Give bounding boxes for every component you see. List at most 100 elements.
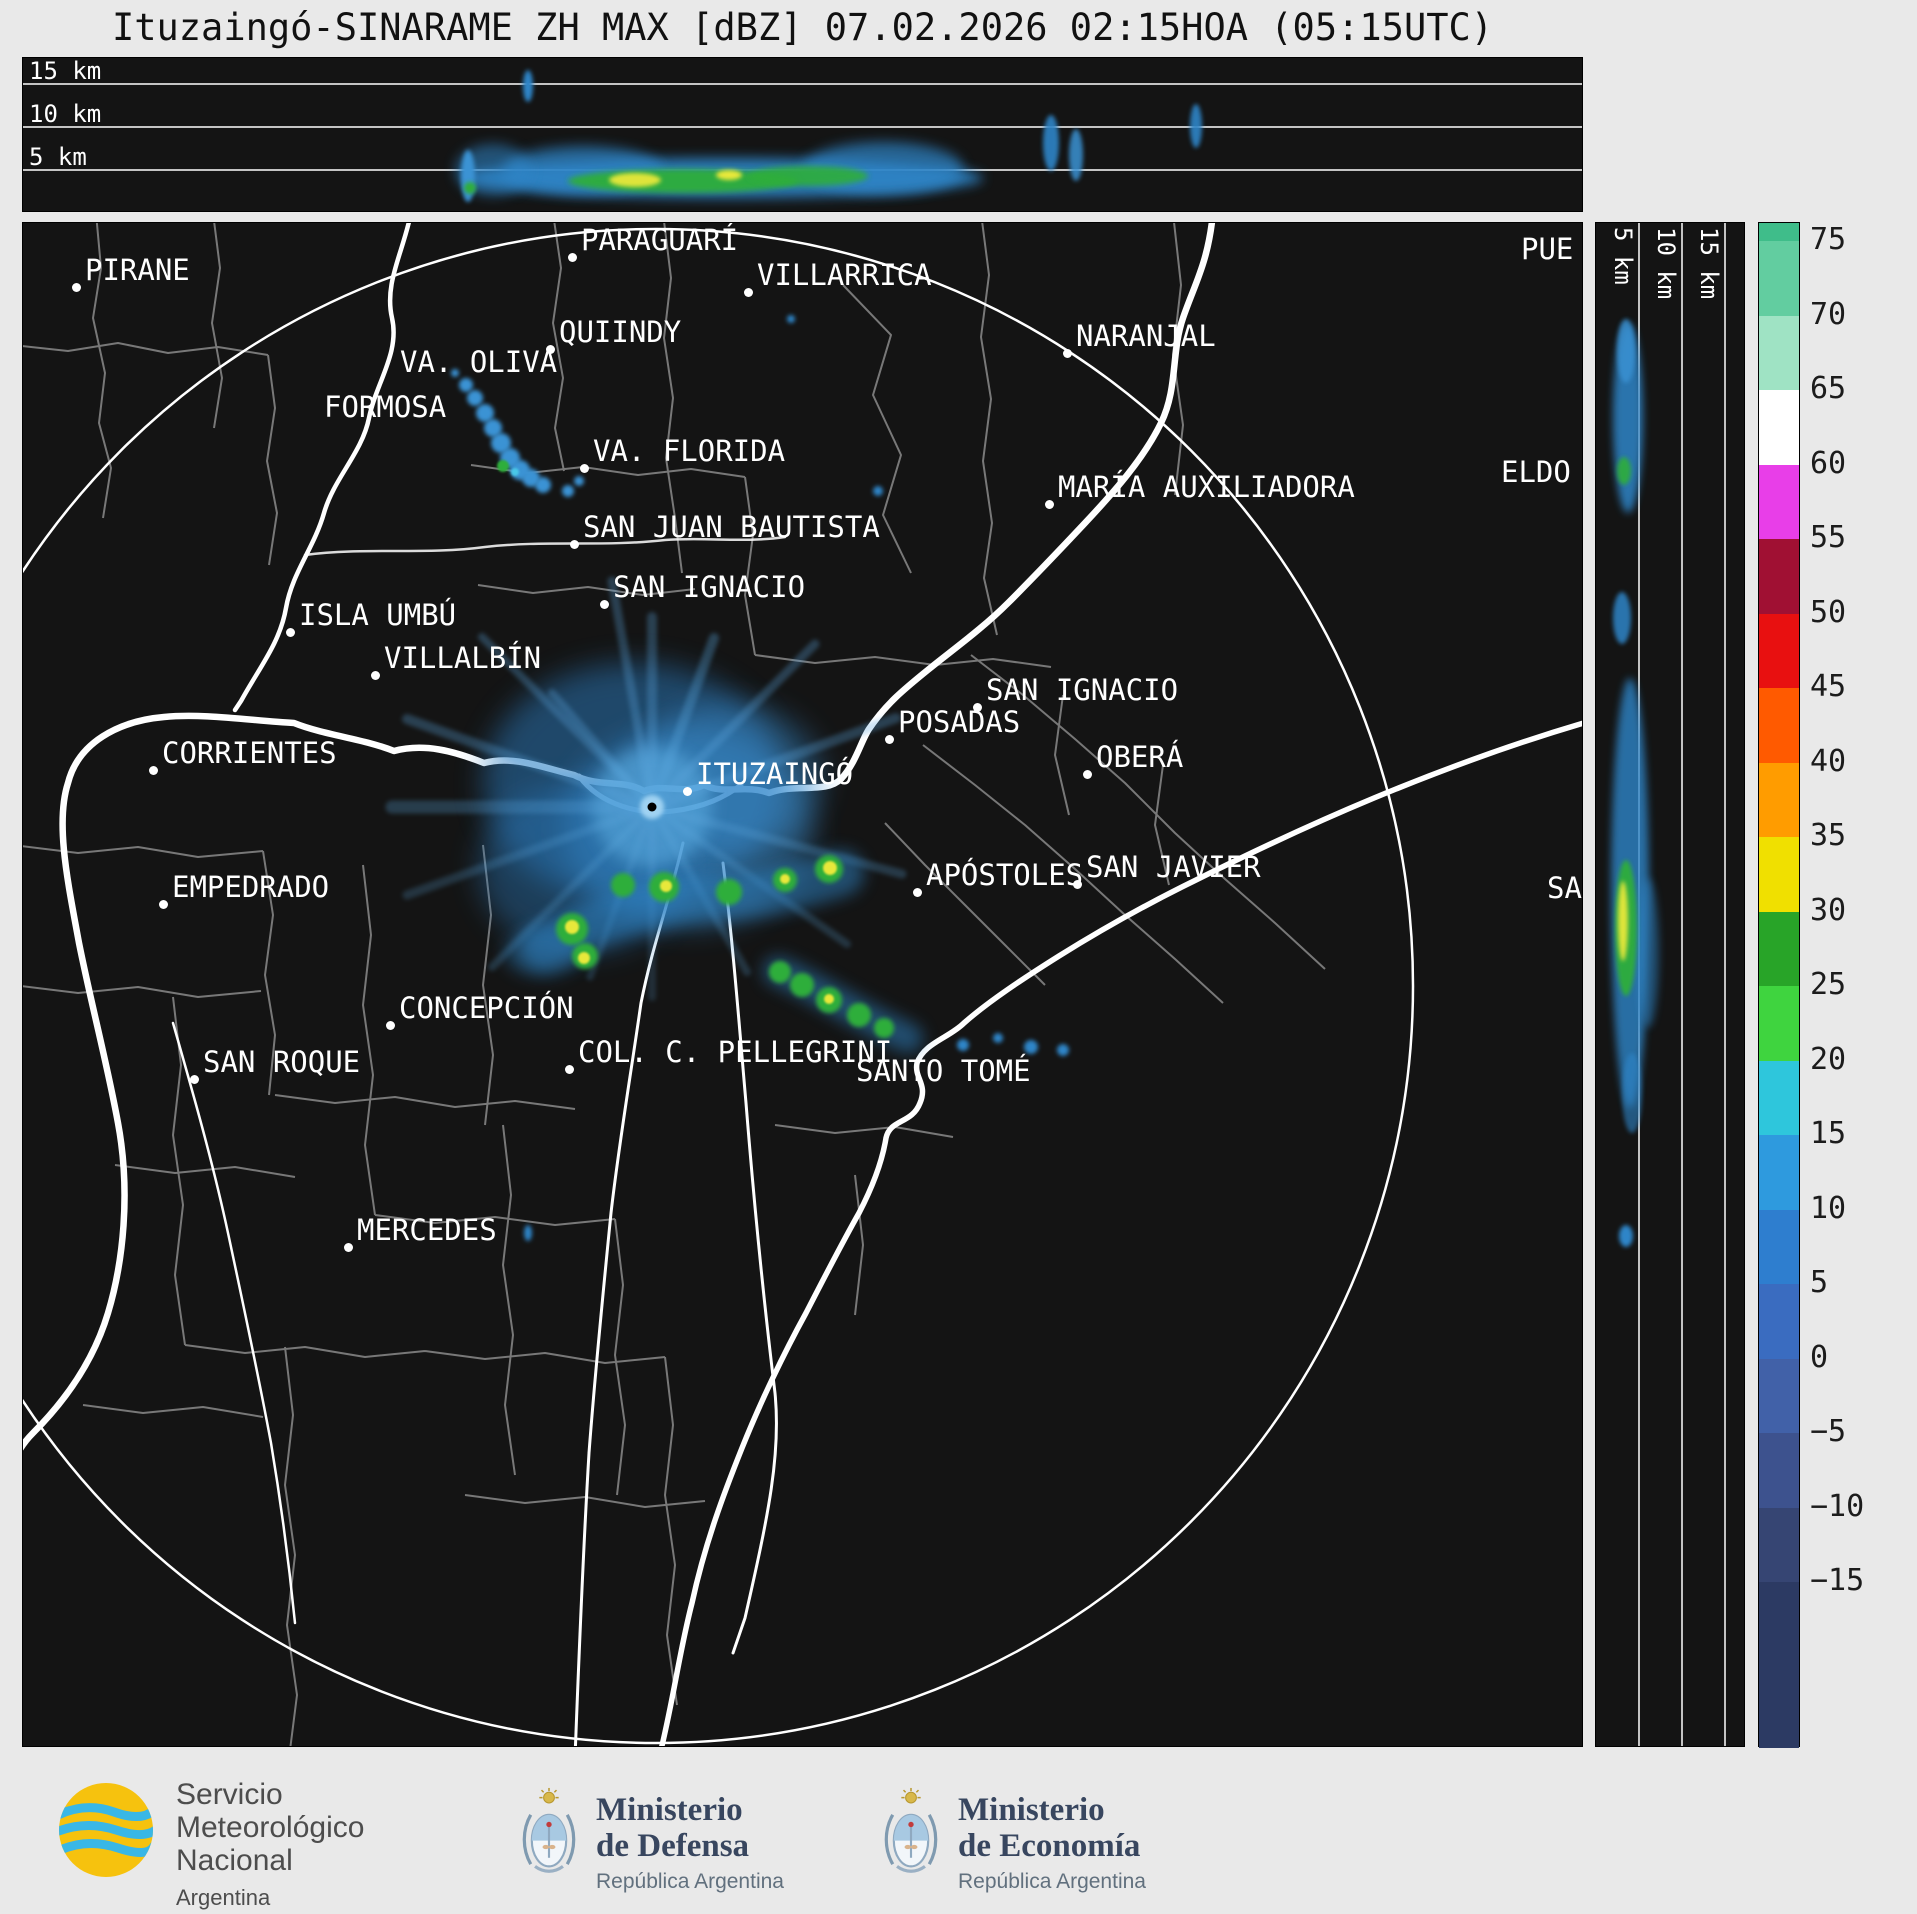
city-label: ISLA UMBÚ [299,598,457,632]
top-cross-section-plot [23,70,1582,202]
altitude-label-10km: 10 km [29,100,102,128]
city-dot [885,735,894,744]
colorbar-segment [1759,613,1799,688]
smn-line-3: Nacional [176,1844,293,1877]
page-title: Ituzaingó-SINARAME ZH MAX [dBZ] 07.02.20… [111,6,1494,49]
colorbar-tick-label: 5 [1810,1265,1829,1300]
city-dot [568,253,577,262]
colorbar-segment [1759,315,1799,390]
city-dot [72,283,81,292]
river-aguapey [573,841,685,1746]
colorbar-tick-label: 50 [1810,594,1847,630]
city-dot [744,288,753,297]
colorbar-tick-label: 20 [1810,1041,1847,1077]
city-label: ELDO [1501,455,1571,489]
city-label: PUE [1521,232,1574,266]
colorbar-tick-label: 35 [1810,818,1847,853]
city-label: CORRIENTES [162,736,337,770]
city-label: COL. C. PELLEGRINI [578,1035,893,1069]
right-cross-section-plot [1611,223,1726,1746]
right-profile-echoes [1611,319,1659,1247]
colorbar-segment [1759,1060,1799,1135]
city-label: CONCEPCIÓN [399,991,574,1025]
city-label: QUIINDY [559,315,682,349]
storm-line-southeast [763,956,1069,1056]
right-cross-section-panel: 5 km 10 km 15 km [1595,222,1745,1747]
river-santa-lucia [171,1021,297,1625]
colorbar-tick-label: 75 [1810,222,1847,257]
colorbar-tick-label: 15 [1810,1116,1847,1151]
altitude-label-5km: 5 km [1609,227,1637,285]
city-label: OBERÁ [1096,740,1184,774]
city-label: PARAGUARÍ [581,223,739,257]
city-label: SAN IGNACIO [986,673,1179,707]
colorbar-tick-label: 65 [1810,371,1847,406]
colorbar-segment [1759,390,1799,465]
city-dot [546,345,555,354]
city-label: PIRANE [85,253,190,287]
top-cross-section-panel: 15 km 10 km 5 km [22,57,1583,212]
colorbar-segment [1759,1582,1799,1748]
economia-coat-of-arms [884,1787,938,1873]
defensa-coat-of-arms [522,1787,576,1873]
smn-line-1: Servicio [176,1778,283,1811]
city-label: VILLALBÍN [384,641,542,675]
city-dot [600,600,609,609]
city-dot [386,1021,395,1030]
colorbar-tick-label: 60 [1810,445,1847,481]
colorbar-tick-label: −15 [1810,1563,1865,1598]
city-label: NARANJAL [1076,319,1216,353]
colorbar-segment [1759,1209,1799,1284]
city-dot [149,766,158,775]
city-label: VA. OLIVA [400,345,558,379]
city-label: SAN ROQUE [203,1045,361,1079]
city-dot [190,1075,199,1084]
river-paraguay [232,223,412,713]
colorbar-segment [1759,986,1799,1061]
altitude-label-15km: 15 km [1695,227,1723,300]
city-dot [286,628,295,637]
storm-band-south [503,850,864,977]
colorbar-segment [1759,762,1799,837]
colorbar-segment [1759,464,1799,539]
altitude-label-5km: 5 km [29,143,87,171]
city-labels-layer: PIRANE PARAGUARÍ VILLARRICA QUIINDY VA. OLIV… [23,223,1582,1746]
river-tebicuary [303,535,787,557]
colorbar-tick-label: 25 [1810,967,1847,1002]
city-label: SAN JUAN BAUTISTA [583,510,880,544]
colorbar-tick-label: −10 [1810,1488,1865,1524]
altitude-label-15km: 15 km [29,57,102,85]
ministerio-economia-wordmark: Ministerio de Economía República Argenti… [958,1792,1146,1894]
city-dot [913,888,922,897]
colorbar-segment [1759,1507,1799,1582]
colorbar-tick-label: 70 [1810,296,1847,332]
defensa-subtitle: República Argentina [596,1870,784,1893]
city-label: MARÍA AUXILIADORA [1058,470,1355,504]
colorbar-tick-label: 55 [1810,520,1847,555]
province-borders [23,223,1326,1746]
colorbar-tick-label: 0 [1810,1339,1829,1375]
economia-line-1: Ministerio [958,1792,1105,1828]
radar-map-plot [23,223,1582,1746]
colorbar-segment [1759,911,1799,986]
colorbar-segment [1759,539,1799,614]
colorbar-tick-label: −5 [1810,1414,1847,1449]
economia-line-2: de Economía [958,1828,1141,1864]
colorbar-segment [1759,1358,1799,1433]
city-label: VA. FLORIDA [593,434,786,468]
colorbar-tick-label: 30 [1810,892,1847,928]
smn-wordmark: Servicio Meteorológico Nacional Argentin… [176,1778,364,1914]
city-dot [570,540,579,549]
colorbar-segment [1759,1135,1799,1210]
top-profile-echoes [455,70,1202,202]
colorbar-tick-label: 45 [1810,669,1847,704]
river-uruguay [659,720,1582,1746]
city-label: FORMOSA [324,390,447,424]
economia-subtitle: República Argentina [958,1870,1146,1893]
defensa-line-1: Ministerio [596,1792,743,1828]
colorbar-segment [1759,837,1799,912]
colorbar-segment [1759,223,1799,241]
radar-range-ring [23,227,1415,1745]
city-label: SAN JAVIER [1086,850,1261,884]
ministerio-defensa-wordmark: Ministerio de Defensa República Argentin… [596,1792,784,1894]
